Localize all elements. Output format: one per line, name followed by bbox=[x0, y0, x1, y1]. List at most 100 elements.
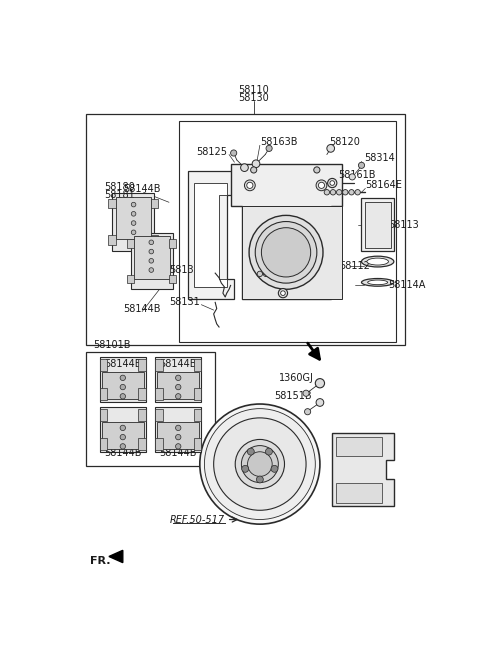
Bar bbox=[157, 422, 199, 449]
Circle shape bbox=[120, 375, 125, 380]
Circle shape bbox=[349, 174, 355, 180]
Bar bbox=[361, 198, 394, 251]
Bar bbox=[365, 202, 391, 248]
Circle shape bbox=[131, 230, 136, 235]
Bar bbox=[100, 388, 108, 400]
Bar bbox=[138, 409, 146, 421]
Circle shape bbox=[235, 440, 285, 489]
Circle shape bbox=[264, 272, 269, 277]
Bar bbox=[169, 239, 176, 248]
Circle shape bbox=[256, 476, 264, 483]
Bar bbox=[127, 239, 134, 248]
Circle shape bbox=[330, 190, 336, 195]
Circle shape bbox=[214, 418, 306, 510]
Circle shape bbox=[120, 393, 125, 399]
Circle shape bbox=[262, 228, 311, 277]
Text: 58120: 58120 bbox=[329, 137, 360, 147]
Circle shape bbox=[269, 272, 275, 277]
Bar bbox=[155, 438, 163, 450]
Bar bbox=[193, 388, 201, 400]
Circle shape bbox=[266, 145, 272, 152]
Text: 58144B: 58144B bbox=[123, 184, 160, 194]
Circle shape bbox=[304, 409, 311, 415]
Bar bbox=[138, 438, 146, 450]
Circle shape bbox=[318, 183, 324, 188]
Circle shape bbox=[251, 167, 257, 173]
Bar bbox=[157, 372, 199, 399]
Bar bbox=[193, 409, 201, 421]
Text: 58144B: 58144B bbox=[159, 359, 197, 369]
Circle shape bbox=[241, 445, 278, 482]
Circle shape bbox=[276, 272, 281, 277]
Text: 58162B: 58162B bbox=[285, 283, 322, 293]
Bar bbox=[108, 235, 116, 244]
Circle shape bbox=[315, 379, 324, 388]
Bar bbox=[100, 407, 146, 452]
Bar bbox=[138, 388, 146, 400]
Text: 58130: 58130 bbox=[239, 92, 269, 103]
Text: 58125: 58125 bbox=[196, 147, 227, 158]
Bar bbox=[116, 197, 151, 239]
Polygon shape bbox=[332, 433, 394, 506]
Circle shape bbox=[271, 465, 278, 473]
Circle shape bbox=[149, 268, 154, 272]
Bar bbox=[155, 409, 163, 421]
Text: REF.50-517: REF.50-517 bbox=[170, 515, 225, 525]
Circle shape bbox=[303, 390, 309, 396]
Circle shape bbox=[120, 434, 125, 440]
Circle shape bbox=[247, 183, 253, 188]
Bar bbox=[179, 121, 396, 343]
Bar bbox=[242, 206, 342, 299]
Text: 58110: 58110 bbox=[239, 85, 269, 95]
Polygon shape bbox=[230, 164, 342, 299]
Circle shape bbox=[176, 384, 181, 389]
Bar bbox=[112, 193, 155, 251]
Circle shape bbox=[281, 291, 285, 295]
Circle shape bbox=[120, 384, 125, 389]
Circle shape bbox=[131, 212, 136, 216]
Circle shape bbox=[149, 240, 154, 244]
Circle shape bbox=[248, 452, 272, 476]
Bar bbox=[86, 114, 406, 345]
Text: 58131: 58131 bbox=[169, 265, 200, 275]
Bar bbox=[169, 275, 176, 283]
Text: 58112: 58112 bbox=[339, 261, 370, 272]
Bar bbox=[100, 438, 108, 450]
Text: 58144B: 58144B bbox=[159, 447, 197, 457]
Circle shape bbox=[176, 393, 181, 399]
Circle shape bbox=[359, 162, 365, 169]
Circle shape bbox=[336, 190, 342, 195]
Text: 58163B: 58163B bbox=[260, 137, 297, 147]
Text: 58180: 58180 bbox=[104, 182, 135, 192]
Circle shape bbox=[324, 190, 330, 195]
Circle shape bbox=[176, 425, 181, 430]
Circle shape bbox=[343, 190, 348, 195]
Polygon shape bbox=[194, 183, 227, 287]
Bar bbox=[133, 236, 170, 279]
Circle shape bbox=[314, 167, 320, 173]
Text: 58181: 58181 bbox=[104, 190, 135, 200]
Text: 58101B: 58101B bbox=[94, 340, 131, 350]
Text: 58144B: 58144B bbox=[104, 359, 142, 369]
Ellipse shape bbox=[361, 279, 394, 286]
Text: 58161B: 58161B bbox=[338, 170, 376, 181]
Bar bbox=[155, 407, 201, 452]
Circle shape bbox=[257, 272, 263, 277]
Circle shape bbox=[242, 465, 249, 473]
Circle shape bbox=[282, 272, 287, 277]
Bar bbox=[100, 409, 108, 421]
Circle shape bbox=[176, 444, 181, 449]
Circle shape bbox=[252, 160, 260, 167]
Circle shape bbox=[265, 448, 272, 455]
Text: 58131: 58131 bbox=[169, 297, 200, 307]
Text: 58151B: 58151B bbox=[275, 391, 312, 401]
Text: 58113: 58113 bbox=[388, 220, 419, 231]
Ellipse shape bbox=[361, 256, 394, 267]
Circle shape bbox=[355, 190, 360, 195]
Text: 58164E: 58164E bbox=[281, 262, 318, 272]
Polygon shape bbox=[188, 171, 234, 299]
Circle shape bbox=[120, 425, 125, 430]
Bar bbox=[193, 358, 201, 371]
Circle shape bbox=[176, 434, 181, 440]
Circle shape bbox=[204, 409, 315, 519]
